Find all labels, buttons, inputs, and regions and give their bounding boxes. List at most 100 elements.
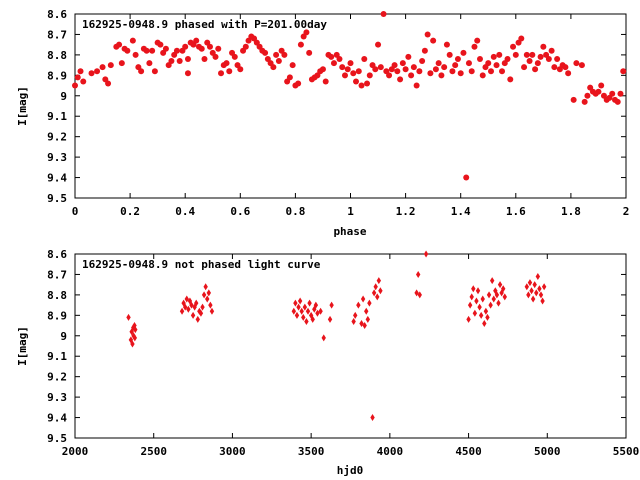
data-point	[391, 62, 398, 69]
data-point	[397, 76, 404, 83]
y-tick-label: 9.4	[47, 172, 67, 185]
data-point	[132, 51, 139, 58]
data-point	[620, 68, 627, 75]
data-point	[353, 311, 358, 319]
data-point	[466, 315, 471, 323]
data-point	[99, 64, 106, 71]
data-point	[194, 299, 199, 307]
data-point	[206, 289, 212, 297]
data-point	[414, 289, 419, 297]
data-point	[417, 291, 422, 299]
data-point	[151, 68, 158, 75]
data-point	[402, 66, 409, 73]
x-tick-label: 4500	[455, 445, 482, 458]
data-point	[359, 320, 364, 328]
data-point	[532, 281, 537, 289]
data-point	[554, 55, 561, 62]
data-point	[94, 68, 101, 75]
data-point	[373, 283, 378, 291]
y-tick-label: 9.5	[47, 192, 67, 205]
data-point	[130, 340, 135, 348]
data-point	[206, 43, 213, 50]
data-point	[223, 60, 230, 67]
data-point	[523, 51, 530, 58]
data-point	[183, 303, 188, 311]
data-point	[584, 92, 591, 99]
data-point	[432, 66, 439, 73]
data-point	[501, 285, 506, 293]
x-tick-label: 2	[623, 205, 630, 218]
y-tick-label: 8.6	[47, 248, 67, 261]
data-point	[281, 51, 288, 58]
data-point	[231, 53, 238, 60]
data-point	[529, 287, 534, 295]
data-point	[179, 307, 185, 315]
data-point	[535, 272, 541, 280]
data-point	[168, 58, 175, 65]
phased-x-axis-label: phase	[333, 225, 366, 238]
data-point	[296, 303, 301, 311]
x-tick-label: 1.2	[396, 205, 416, 218]
data-point	[184, 55, 191, 62]
data-point	[364, 80, 371, 87]
data-point	[176, 58, 183, 65]
data-point	[88, 70, 95, 77]
data-point	[273, 51, 280, 58]
data-point	[537, 53, 544, 60]
data-point	[538, 291, 544, 299]
data-point	[496, 51, 503, 58]
data-point	[465, 60, 472, 67]
data-point	[237, 66, 244, 73]
data-point	[545, 55, 552, 62]
data-point	[521, 64, 528, 71]
x-tick-label: 5000	[534, 445, 561, 458]
y-tick-label: 8.7	[47, 268, 67, 281]
data-point	[510, 43, 517, 50]
unphased-y-axis-label: I[mag]	[16, 326, 29, 366]
data-point	[467, 301, 473, 309]
data-point	[126, 313, 131, 321]
data-point	[441, 64, 448, 71]
data-point	[275, 58, 282, 65]
data-point	[367, 299, 372, 307]
data-point	[614, 98, 621, 105]
unphased-light-curve-panel: 162925-0948.9 not phased light curve hjd…	[16, 248, 639, 477]
data-point	[295, 80, 302, 87]
data-point	[360, 295, 366, 303]
y-tick-label: 9.2	[47, 131, 67, 144]
data-point	[218, 70, 225, 77]
data-point	[540, 297, 545, 305]
data-point	[469, 293, 474, 301]
data-point	[375, 293, 380, 301]
data-point	[468, 68, 475, 75]
data-point	[394, 68, 401, 75]
data-point	[215, 45, 222, 52]
data-point	[609, 90, 616, 97]
data-point	[182, 43, 189, 50]
data-point	[299, 307, 304, 315]
data-point	[488, 68, 495, 75]
y-tick-label: 9.3	[47, 391, 67, 404]
data-point	[452, 62, 459, 69]
data-point	[408, 72, 415, 79]
x-tick-label: 3500	[298, 445, 325, 458]
data-point	[128, 336, 134, 344]
data-point	[438, 72, 445, 79]
data-point	[494, 291, 500, 299]
data-point	[226, 68, 233, 75]
data-point	[617, 90, 624, 97]
data-point	[195, 315, 200, 323]
unphased-data-points	[126, 250, 547, 422]
data-point	[370, 414, 375, 422]
phased-y-axis-label: I[mag]	[16, 86, 29, 126]
data-point	[475, 287, 481, 295]
data-point	[116, 41, 123, 48]
data-point	[105, 80, 112, 87]
data-point	[310, 315, 315, 323]
data-point	[198, 309, 204, 317]
data-point	[532, 66, 539, 73]
data-point	[512, 51, 519, 58]
data-point	[598, 82, 605, 89]
data-point	[212, 53, 219, 60]
data-point	[424, 31, 431, 38]
